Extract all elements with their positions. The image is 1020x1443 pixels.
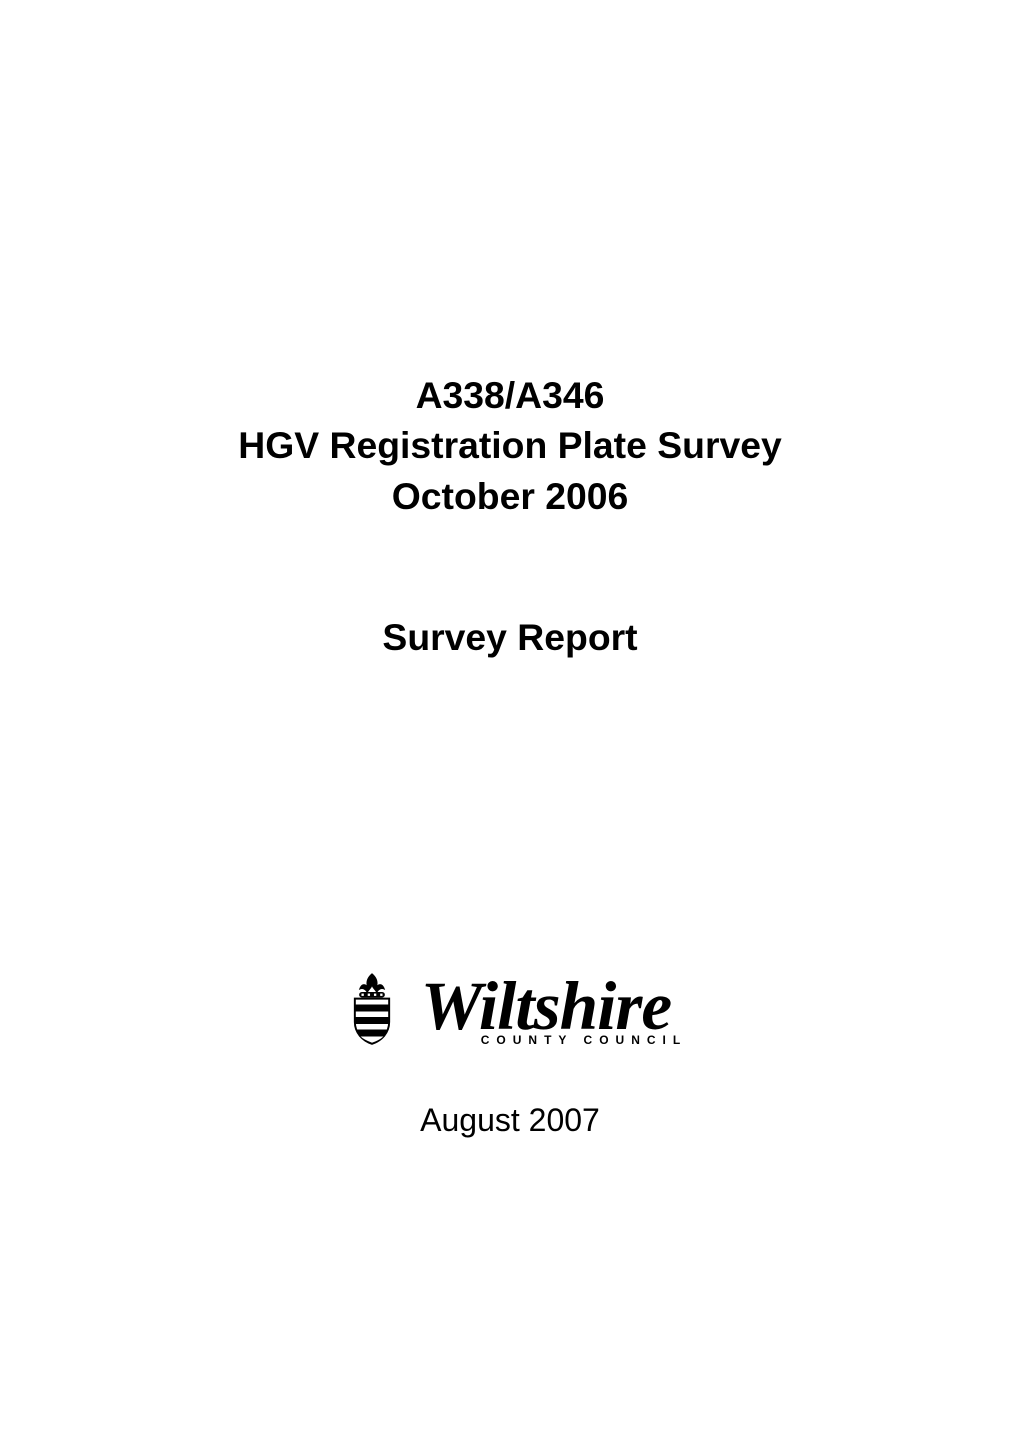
title-block: A338/A346 HGV Registration Plate Survey … [110,370,910,521]
document-page: A338/A346 HGV Registration Plate Survey … [0,0,1020,1443]
date-text: August 2007 [110,1102,910,1139]
subtitle-text: Survey Report [110,616,910,659]
title-line-3: October 2006 [110,471,910,521]
title-line-2: HGV Registration Plate Survey [110,420,910,470]
subtitle-block: Survey Report [110,616,910,659]
logo-main-text: Wiltshire [421,971,671,1040]
logo-sub-text: COUNTY COUNCIL [481,1034,687,1046]
date-block: August 2007 [110,1102,910,1139]
wiltshire-crest-icon [333,969,411,1047]
logo-block: Wiltshire COUNTY COUNCIL [333,969,687,1047]
logo-text-wrap: Wiltshire COUNTY COUNCIL [421,971,687,1046]
title-line-1: A338/A346 [110,370,910,420]
